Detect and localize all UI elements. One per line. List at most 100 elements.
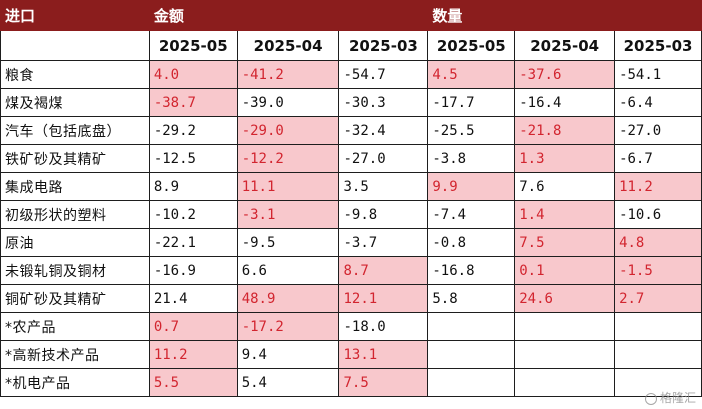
data-cell: -39.0 bbox=[236, 88, 340, 117]
data-cell: 11.2 bbox=[614, 172, 702, 201]
data-cell: 5.5 bbox=[148, 368, 238, 397]
data-cell: -25.5 bbox=[427, 116, 516, 145]
group-header-value: 金额 bbox=[148, 0, 429, 31]
data-cell: 4.0 bbox=[148, 60, 238, 89]
row-label: 初级形状的塑料 bbox=[0, 200, 150, 229]
data-cell: -3.8 bbox=[427, 144, 516, 173]
data-cell: -9.5 bbox=[236, 228, 340, 257]
table-row: 粮食 4.0 -41.2 -54.7 4.5 -37.6 -54.1 bbox=[0, 60, 702, 89]
data-cell: -54.7 bbox=[338, 60, 429, 89]
table-row: *农产品 0.7 -17.2 -18.0 bbox=[0, 312, 702, 341]
row-label: 煤及褐煤 bbox=[0, 88, 150, 117]
data-cell bbox=[427, 312, 516, 341]
data-cell: -10.2 bbox=[148, 200, 238, 229]
data-cell: -18.0 bbox=[338, 312, 429, 341]
data-cell: -16.9 bbox=[148, 256, 238, 285]
data-cell: 0.1 bbox=[514, 256, 616, 285]
period-header: 2025-05 bbox=[427, 30, 516, 61]
data-cell: 11.2 bbox=[148, 340, 238, 369]
data-cell: -6.4 bbox=[614, 88, 702, 117]
header-row-periods: 2025-05 2025-04 2025-03 2025-05 2025-04 … bbox=[0, 30, 702, 61]
period-header: 2025-04 bbox=[514, 30, 616, 61]
row-label: *高新技术产品 bbox=[0, 340, 150, 369]
data-cell: -29.2 bbox=[148, 116, 238, 145]
data-cell: -30.3 bbox=[338, 88, 429, 117]
data-cell: 3.5 bbox=[338, 172, 429, 201]
data-cell: -27.0 bbox=[338, 144, 429, 173]
watermark: 格隆汇 bbox=[644, 389, 696, 406]
data-cell: 1.4 bbox=[514, 200, 616, 229]
data-cell: -3.1 bbox=[236, 200, 340, 229]
data-cell: 7.5 bbox=[514, 228, 616, 257]
data-cell: -17.7 bbox=[427, 88, 516, 117]
data-cell bbox=[514, 368, 616, 397]
period-header: 2025-03 bbox=[614, 30, 702, 61]
data-cell: -21.8 bbox=[514, 116, 616, 145]
data-cell bbox=[614, 312, 702, 341]
data-cell: 9.9 bbox=[427, 172, 516, 201]
table-row: 铁矿砂及其精矿 -12.5 -12.2 -27.0 -3.8 1.3 -6.7 bbox=[0, 144, 702, 173]
data-cell: 48.9 bbox=[236, 284, 340, 313]
corner-header: 进口 bbox=[0, 0, 150, 31]
data-cell bbox=[427, 340, 516, 369]
data-cell: -12.5 bbox=[148, 144, 238, 173]
table-row: 集成电路 8.9 11.1 3.5 9.9 7.6 11.2 bbox=[0, 172, 702, 201]
row-label: *机电产品 bbox=[0, 368, 150, 397]
data-cell: -32.4 bbox=[338, 116, 429, 145]
data-cell: 2.7 bbox=[614, 284, 702, 313]
table-row: *机电产品 5.5 5.4 7.5 bbox=[0, 368, 702, 397]
row-label: 铜矿砂及其精矿 bbox=[0, 284, 150, 313]
data-cell: 12.1 bbox=[338, 284, 429, 313]
row-label: 铁矿砂及其精矿 bbox=[0, 144, 150, 173]
data-cell bbox=[614, 340, 702, 369]
data-cell bbox=[514, 312, 616, 341]
data-cell: -3.7 bbox=[338, 228, 429, 257]
data-cell: 9.4 bbox=[236, 340, 340, 369]
row-label: 集成电路 bbox=[0, 172, 150, 201]
data-cell: -37.6 bbox=[514, 60, 616, 89]
data-cell: -41.2 bbox=[236, 60, 340, 89]
data-cell: -16.8 bbox=[427, 256, 516, 285]
data-cell bbox=[614, 368, 702, 397]
data-cell: -16.4 bbox=[514, 88, 616, 117]
group-header-volume: 数量 bbox=[427, 0, 702, 31]
row-label: 未锻轧铜及铜材 bbox=[0, 256, 150, 285]
data-cell: -0.8 bbox=[427, 228, 516, 257]
table-row: *高新技术产品 11.2 9.4 13.1 bbox=[0, 340, 702, 369]
row-label: 汽车（包括底盘） bbox=[0, 116, 150, 145]
table-row: 初级形状的塑料 -10.2 -3.1 -9.8 -7.4 1.4 -10.6 bbox=[0, 200, 702, 229]
data-cell: -29.0 bbox=[236, 116, 340, 145]
data-cell bbox=[514, 340, 616, 369]
data-cell: 5.8 bbox=[427, 284, 516, 313]
import-data-table: 进口 金额 数量 2025-05 2025-04 2025-03 2025-05… bbox=[0, 0, 702, 397]
data-cell: -10.6 bbox=[614, 200, 702, 229]
data-cell bbox=[427, 368, 516, 397]
table-row: 铜矿砂及其精矿 21.4 48.9 12.1 5.8 24.6 2.7 bbox=[0, 284, 702, 313]
data-cell: 0.7 bbox=[148, 312, 238, 341]
row-label: 粮食 bbox=[0, 60, 150, 89]
table-row: 未锻轧铜及铜材 -16.9 6.6 8.7 -16.8 0.1 -1.5 bbox=[0, 256, 702, 285]
data-cell: 24.6 bbox=[514, 284, 616, 313]
data-cell: 8.7 bbox=[338, 256, 429, 285]
period-header: 2025-03 bbox=[338, 30, 429, 61]
data-cell: -22.1 bbox=[148, 228, 238, 257]
data-cell: 7.5 bbox=[338, 368, 429, 397]
data-cell: 8.9 bbox=[148, 172, 238, 201]
data-cell: -17.2 bbox=[236, 312, 340, 341]
data-cell: 6.6 bbox=[236, 256, 340, 285]
brand-logo-icon bbox=[644, 392, 657, 405]
table-row: 汽车（包括底盘） -29.2 -29.0 -32.4 -25.5 -21.8 -27.0 bbox=[0, 116, 702, 145]
data-cell: -7.4 bbox=[427, 200, 516, 229]
period-header: 2025-05 bbox=[148, 30, 238, 61]
data-cell: 11.1 bbox=[236, 172, 340, 201]
data-cell: 7.6 bbox=[514, 172, 616, 201]
period-header-blank bbox=[0, 30, 150, 61]
row-label: 原油 bbox=[0, 228, 150, 257]
header-row-groups: 进口 金额 数量 bbox=[0, 0, 702, 31]
data-cell: 1.3 bbox=[514, 144, 616, 173]
data-cell: -6.7 bbox=[614, 144, 702, 173]
period-header: 2025-04 bbox=[236, 30, 340, 61]
data-cell: -9.8 bbox=[338, 200, 429, 229]
data-cell: 4.8 bbox=[614, 228, 702, 257]
table-row: 原油 -22.1 -9.5 -3.7 -0.8 7.5 4.8 bbox=[0, 228, 702, 257]
